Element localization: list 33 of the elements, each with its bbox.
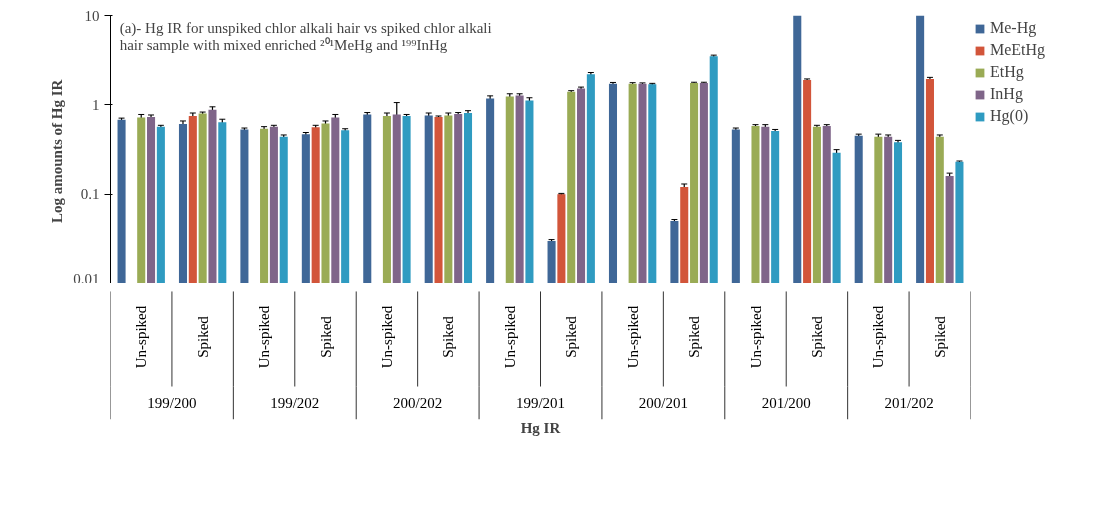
x-tick-label: Spiked [317,315,334,358]
x-tick-label: Un-spiked [378,305,395,369]
text: 201/200 [761,395,811,411]
text: 199/202 [270,395,320,411]
x-axis-title: Hg IR [520,419,561,436]
text: 199/200 [147,395,197,411]
y-tick-label: 0.1 [80,186,100,203]
text: (a)- Hg IR for unspiked chlor alkali hair vs spiked chlor alkali hair sample with mixed enriched ²⁰¹MeHg and ¹⁹⁹InHg [119,19,492,54]
x-tick-label: Un-spiked [501,305,518,369]
legend-label: InHg [990,85,1023,103]
legend-label: MeEtHg [990,41,1046,59]
x-tick-label: Un-spiked [747,305,764,369]
x-tick-label: Spiked [686,315,703,358]
y-tick-label: 10 [84,7,100,24]
x-tick-label: Spiked [194,315,211,358]
y-tick-label: 1 [92,96,100,113]
y-axis-title: Log amounts of Hg IR [49,79,66,224]
x-tick-label: Un-spiked [256,305,273,369]
y-tick-label: 0.01 [73,270,100,287]
x-tick-label: Un-spiked [133,305,150,369]
legend-label: Hg(0) [990,107,1029,125]
x-tick-label: Spiked [931,315,948,358]
x-tick-label: Spiked [808,315,825,358]
x-tick-label: Un-spiked [870,305,887,369]
x-tick-label: Spiked [563,315,580,358]
text: 200/202 [393,395,443,411]
x-tick-label: Un-spiked [624,305,641,369]
text: 199/201 [515,395,566,411]
text: 200/201 [638,395,688,411]
legend-label: EtHg [990,63,1024,81]
x-tick-label: Spiked [440,315,457,358]
text: 201/202 [884,395,934,411]
legend-label: Me-Hg [990,19,1037,37]
